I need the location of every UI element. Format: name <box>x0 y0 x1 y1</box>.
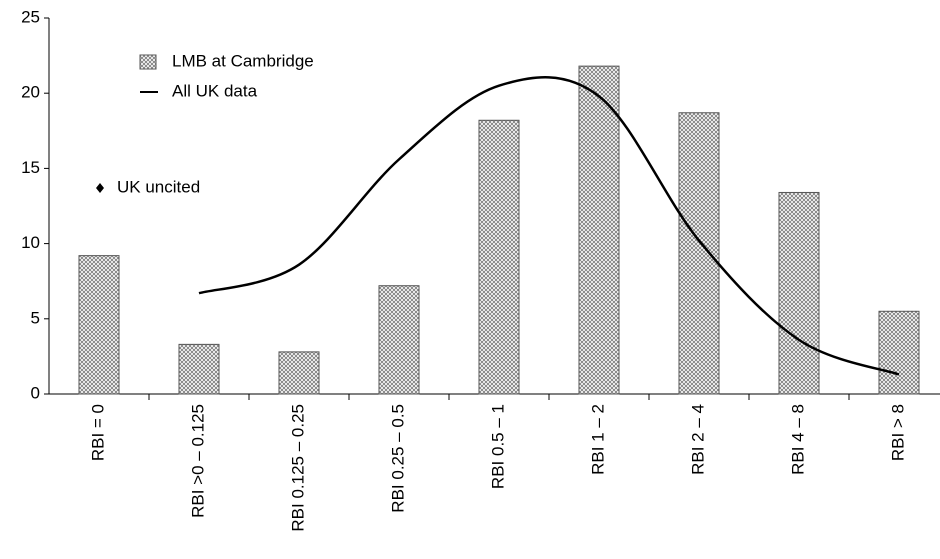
x-tick-label: RBI > 8 <box>888 404 907 461</box>
x-tick-label: RBI 0.25 – 0.5 <box>388 404 407 513</box>
bar <box>878 310 920 395</box>
bar <box>378 285 420 395</box>
line <box>198 75 900 376</box>
bar <box>78 255 120 395</box>
x-tick-label: RBI = 0 <box>88 404 107 461</box>
x-tick-label: RBI 2 – 4 <box>688 404 707 475</box>
x-tick-label: RBI 0.5 – 1 <box>488 404 507 489</box>
bar <box>278 351 320 395</box>
y-tick-label: 10 <box>21 233 40 252</box>
bar <box>478 119 520 395</box>
y-tick-label: 5 <box>31 308 40 327</box>
annotation-marker <box>96 183 104 193</box>
legend-label: All UK data <box>172 81 258 100</box>
bar <box>678 112 720 395</box>
legend-swatch <box>139 54 157 70</box>
x-tick-label: RBI 1 – 2 <box>588 404 607 475</box>
bar <box>578 65 620 395</box>
annotation: UK uncited <box>117 177 200 196</box>
x-tick-label: RBI >0 – 0.125 <box>188 404 207 518</box>
x-tick-label: RBI 4 – 8 <box>788 404 807 475</box>
x-tick-label: RBI 0.125 – 0.25 <box>288 404 307 532</box>
y-tick-label: 25 <box>21 7 40 26</box>
bar <box>178 343 220 395</box>
legend-label: LMB at Cambridge <box>172 51 314 70</box>
y-tick-label: 20 <box>21 83 40 102</box>
y-tick-label: 15 <box>21 158 40 177</box>
y-tick-label: 0 <box>31 383 40 402</box>
bar <box>778 191 820 395</box>
